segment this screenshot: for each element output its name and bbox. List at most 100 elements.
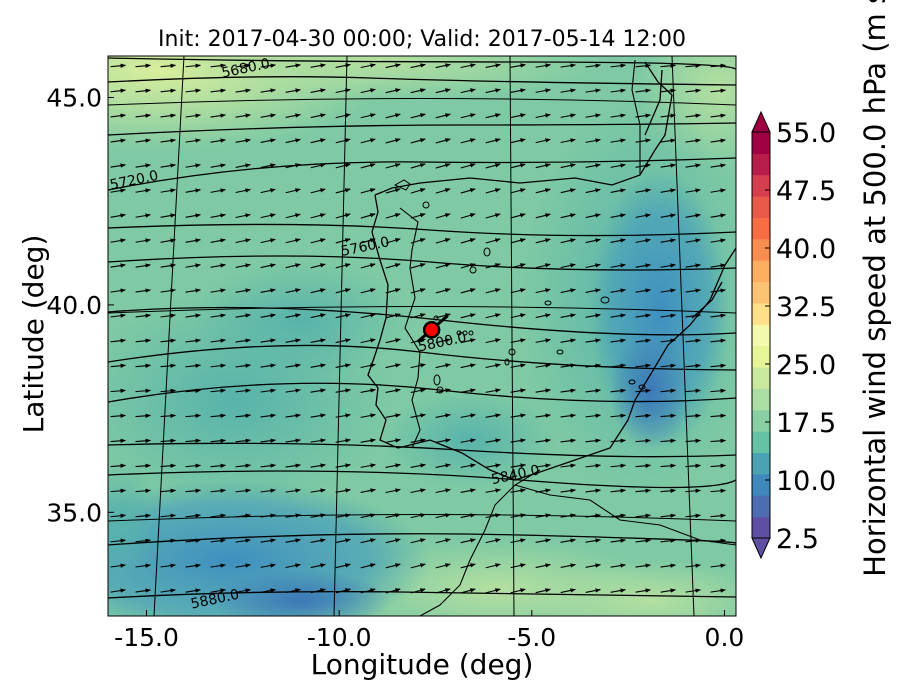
wind-arrow [585,513,601,518]
wind-arrow [710,413,727,419]
wind-arrow [235,438,252,443]
wind-arrow [485,288,501,294]
wind-arrow [210,138,226,143]
wind-arrow [110,438,127,444]
x-tick-label: -15.0 [114,623,179,652]
wind-arrow [235,238,251,244]
wind-arrow [135,163,151,168]
wind-arrow [610,438,627,443]
wind-arrow [485,238,501,244]
wind-arrow [710,438,727,444]
colorbar-segment [752,431,770,454]
wind-arrow [235,513,251,518]
colorbar-segment [752,302,770,325]
wind-arrow [610,88,626,93]
wind-arrow [560,588,576,594]
wind-arrow [185,388,202,393]
wind-arrow [560,213,576,219]
wind-arrow [210,438,227,443]
wind-arrow [285,488,301,493]
wind-arrow [510,588,526,594]
wind-arrow [260,313,276,318]
wind-arrow [385,288,401,294]
wind-arrow [385,388,401,394]
wind-arrow [385,463,401,468]
wind-arrow [310,438,326,443]
wind-arrow [435,288,451,294]
wind-arrow [110,588,126,593]
wind-arrow [335,388,351,393]
colorbar-segment [752,473,770,496]
wind-arrow [385,438,401,443]
wind-arrow [135,563,151,568]
colorbar-segment [752,174,770,197]
wind-arrow [185,513,202,518]
wind-arrow [310,238,326,244]
wind-arrow [385,138,401,144]
wind-arrow [435,238,451,244]
wind-arrow [635,313,651,318]
wind-arrow [660,288,676,293]
wind-arrow [535,238,551,244]
wind-arrow [260,538,276,543]
wind-arrow [660,488,677,493]
wind-arrow [360,388,376,393]
wind-arrow [260,413,276,418]
wind-arrow [235,163,251,168]
wind-arrow [135,388,152,393]
wind-arrow [210,238,226,243]
wind-arrow [510,313,526,319]
wind-arrow [235,538,251,543]
wind-arrow [235,363,251,368]
wind-arrow [335,488,351,493]
wind-arrow [485,588,501,594]
wind-arrow [635,338,651,343]
wind-arrow [160,388,177,393]
wind-arrow [485,338,501,344]
wind-arrow [510,63,526,68]
colorbar-segment [752,452,770,475]
wind-arrow [310,488,326,493]
wind-arrow [285,88,301,93]
wind-arrow [510,388,526,393]
wind-arrow [310,538,326,544]
wind-arrow [335,588,351,594]
colorbar-frame [751,131,771,539]
wind-arrow [335,463,351,468]
wind-arrow [460,313,476,319]
wind-arrow [560,163,576,169]
wind-arrow [310,313,326,319]
wind-arrow [460,538,476,544]
wind-arrow [485,113,501,119]
wind-arrow [485,188,501,194]
wind-arrow [235,413,252,418]
wind-arrow [410,488,426,494]
wind-arrow [585,388,601,393]
wind-arrow [235,113,251,118]
wind-arrow [410,188,426,194]
wind-arrow [560,413,576,418]
grid-lines [108,56,736,616]
wind-arrow [660,213,676,218]
wind-arrow [335,263,351,269]
wind-arrow [485,63,501,68]
wind-arrow [385,538,401,544]
wind-arrow [610,213,626,219]
wind-arrow [160,413,177,419]
wind-arrow [535,63,551,68]
wind-arrow [260,138,276,143]
wind-arrow [285,63,301,68]
wind-arrow [610,138,626,143]
wind-arrow [585,263,601,269]
wind-arrow [685,163,701,168]
wind-arrow [185,463,202,468]
wind-arrow [335,188,351,194]
colorbar-segment [752,238,770,261]
wind-arrow [585,488,601,493]
wind-arrow [410,363,426,369]
wind-arrow [560,538,576,543]
wind-arrow [510,88,526,94]
wind-arrow [110,288,126,293]
wind-arrow [485,563,501,569]
wind-arrow [610,488,627,493]
